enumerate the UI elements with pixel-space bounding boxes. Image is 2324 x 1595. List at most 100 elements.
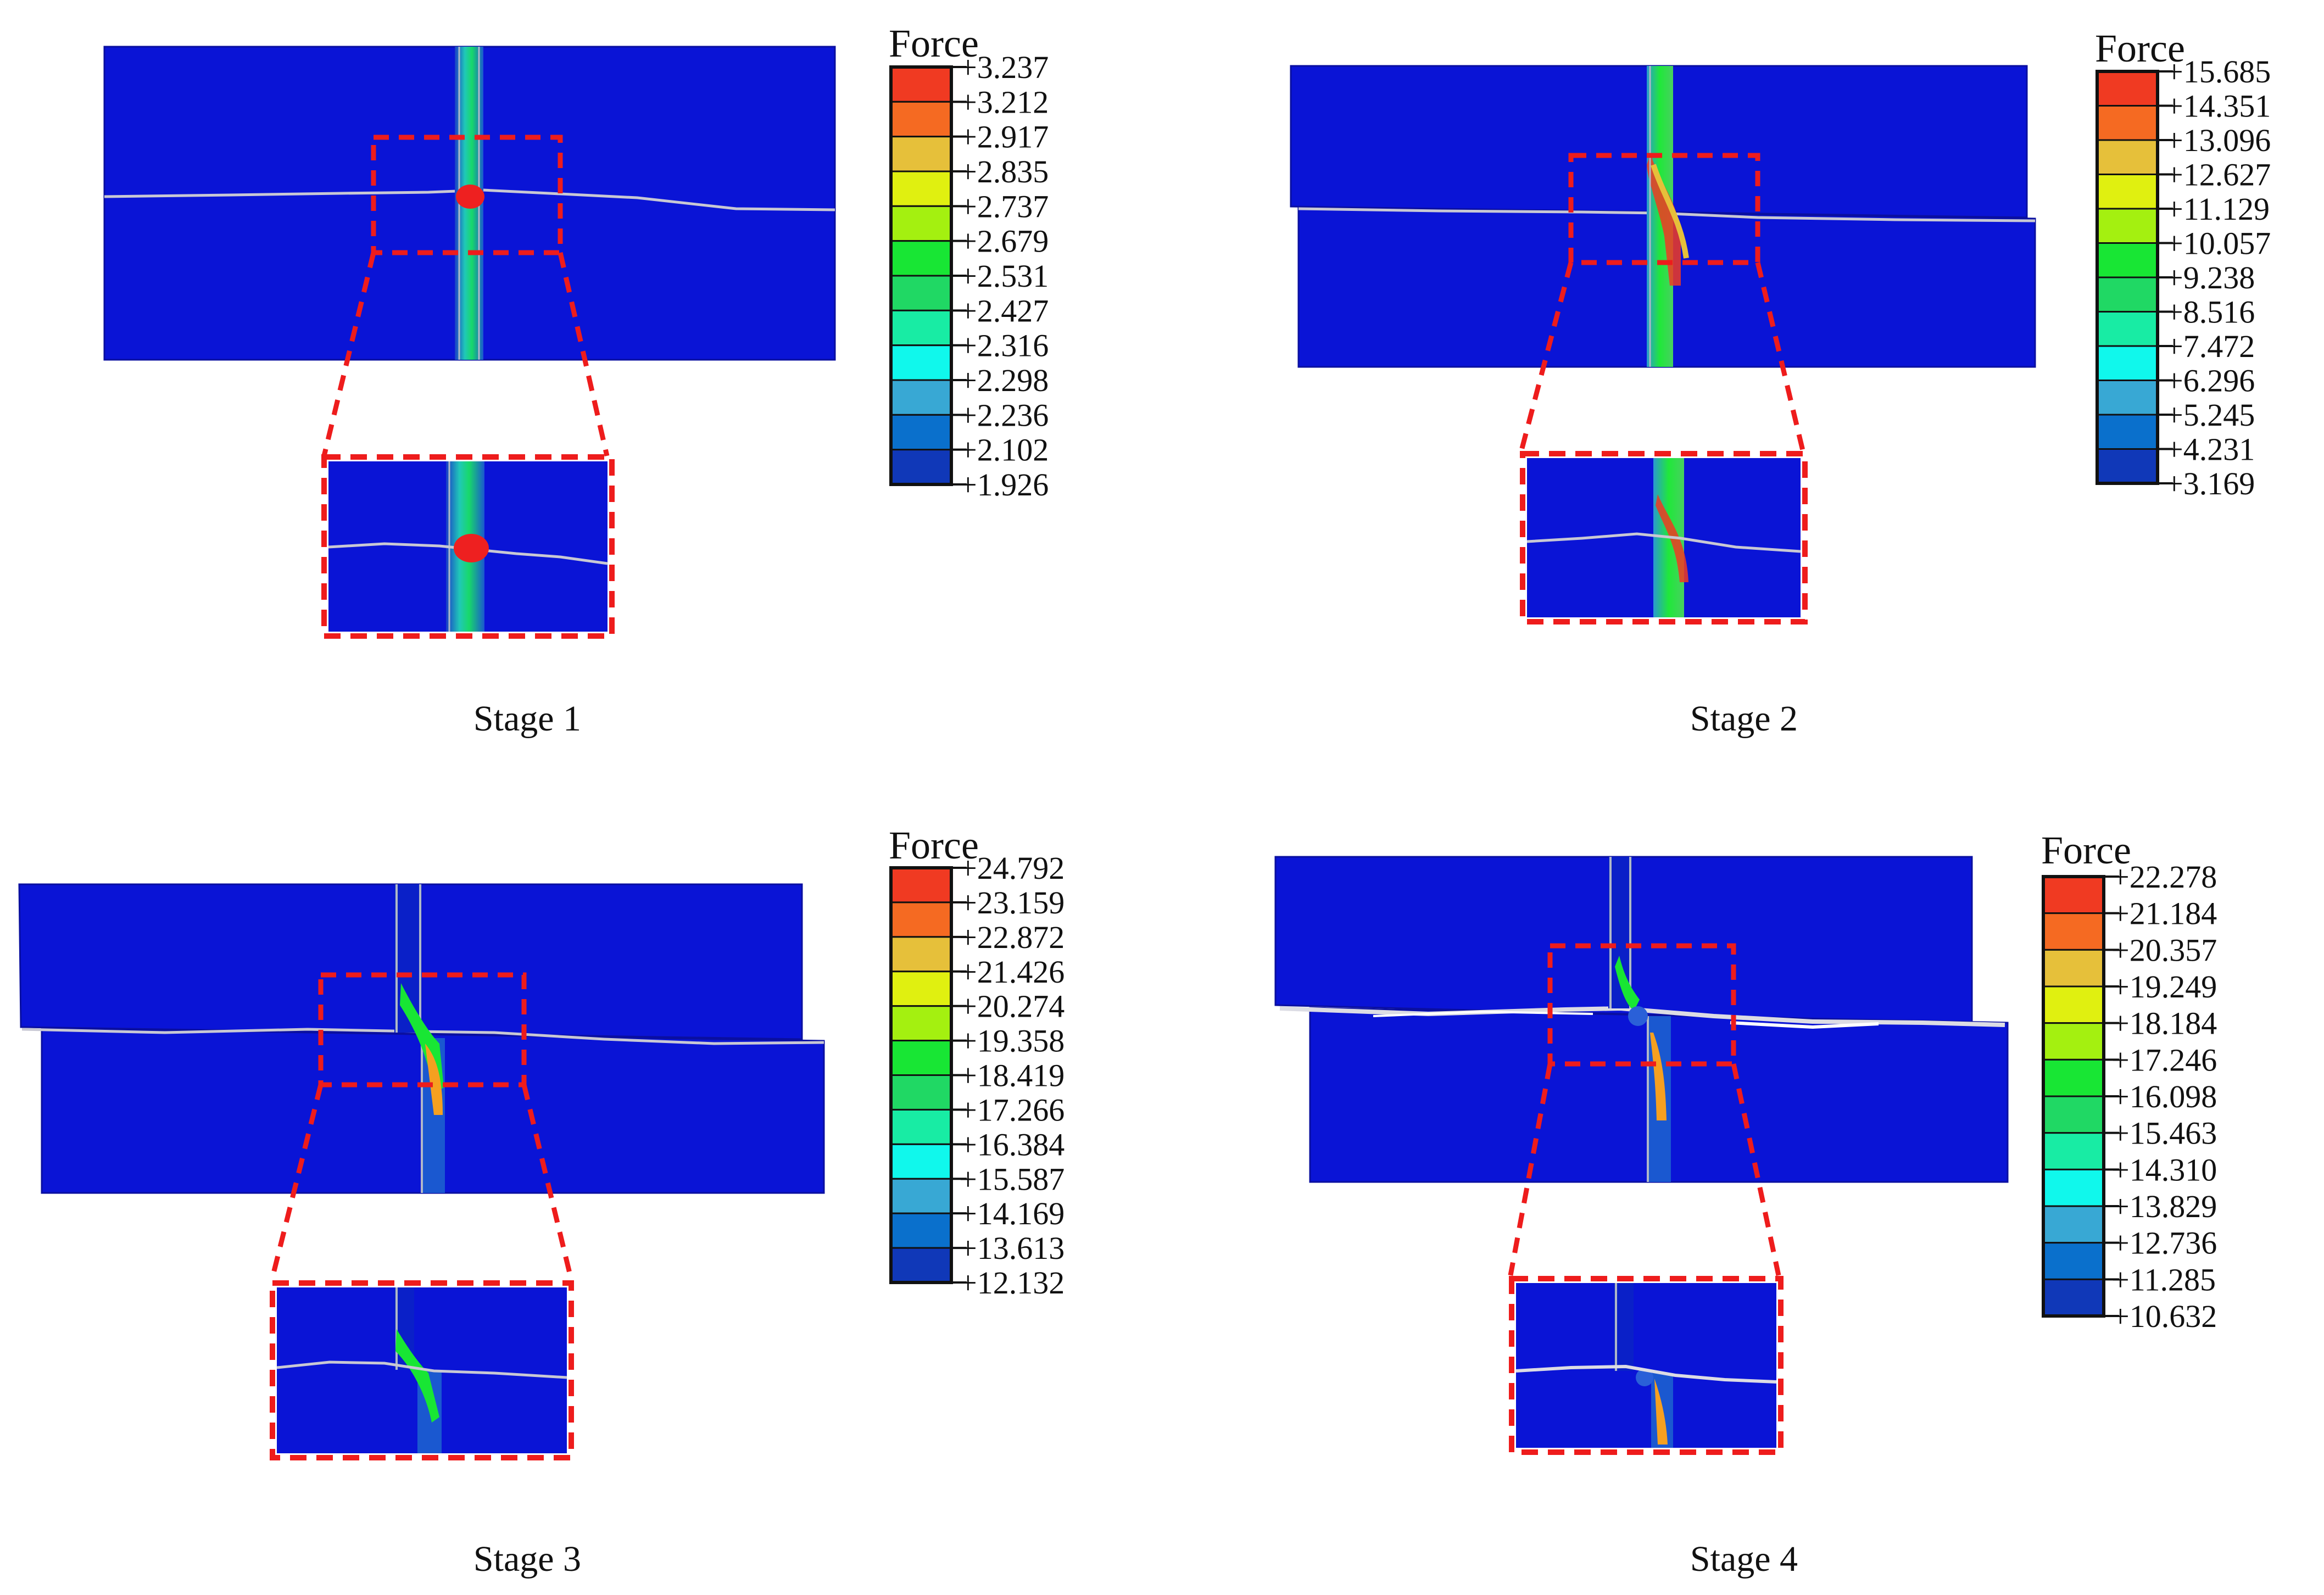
legend-value: +12.627 [2165,157,2271,193]
legend-value: +14.351 [2165,88,2271,124]
legend-value: +16.098 [2111,1079,2217,1114]
legend-stage-1: Force+3.237+3.212+2.917+2.835+2.737+2.67… [889,21,1049,503]
legend-value: +4.231 [2165,432,2255,467]
stage-1-zoom-inset [321,454,615,639]
legend-swatch [890,1005,952,1042]
legend-value: +7.472 [2165,328,2255,364]
legend-swatch [890,1212,952,1249]
legend-value: +18.419 [959,1058,1065,1094]
stage-1-caption: Stage 1 [473,699,581,739]
stage-1-panel: Stage 1 [103,46,836,739]
legend-value: +15.685 [2165,54,2271,90]
legend-value: +12.132 [959,1265,1065,1301]
legend-swatch [2042,1168,2105,1207]
legend-swatch [890,901,952,938]
legend-swatch [2042,1022,2105,1061]
legend-value: +2.427 [959,293,1049,328]
legend-value: +22.872 [959,919,1065,955]
legend-value: +11.129 [2165,191,2270,227]
legend-swatch [2096,345,2159,381]
legend-swatch [890,1040,952,1077]
legend-swatch [890,1178,952,1214]
legend-swatch [2096,208,2159,244]
legend-value: +14.169 [959,1196,1065,1231]
legend-swatch [890,1074,952,1111]
legend-value: +10.632 [2111,1298,2217,1334]
legend-swatch [890,66,952,103]
legend-title: Force [889,21,979,65]
legend-swatch [890,449,952,486]
legend-swatch [2042,985,2105,1024]
legend-swatch [2096,139,2159,175]
legend-swatch [2096,380,2159,416]
legend-swatch [890,867,952,904]
legend-swatch [890,344,952,381]
legend-value: +11.285 [2111,1262,2216,1297]
legend-swatch [890,101,952,138]
stage-2-caption: Stage 2 [1690,699,1798,739]
legend-stage-3: Force+24.792+23.159+22.872+21.426+20.274… [889,823,1065,1301]
legend-swatch [890,1247,952,1284]
legend-value: +23.159 [959,885,1065,921]
legend-value: +2.679 [959,224,1049,259]
legend-value: +16.384 [959,1126,1065,1162]
legend-swatch [2096,276,2159,313]
legend-swatch [2042,1278,2105,1317]
legend-swatch [2042,875,2105,914]
stage-3-zoom-inset [270,1280,574,1460]
legend-value: +21.184 [2111,896,2217,932]
legend-value: +2.316 [959,328,1049,364]
legend-swatch [2096,414,2159,450]
legend-title: Force [889,823,979,867]
legend-value: +21.426 [959,954,1065,990]
stage-4-zoom-region [1547,943,1736,1067]
legend-swatch [2042,1058,2105,1097]
legend-value: +19.358 [959,1023,1065,1059]
legend-swatch [2096,105,2159,141]
legend-value: +22.278 [2111,859,2217,895]
legend-stage-4: Force+22.278+21.184+20.357+19.249+18.184… [2041,828,2217,1334]
legend-title: Force [2041,828,2131,872]
legend-value: +13.613 [959,1230,1065,1266]
legend-value: +5.245 [2165,397,2255,433]
legend-swatch [890,205,952,242]
stage-2-panel: Stage 2 [1290,65,2036,739]
legend-value: +13.096 [2165,122,2271,158]
legend-value: +2.531 [959,258,1049,294]
legend-value: +24.792 [959,850,1065,886]
legend-swatch [2042,1242,2105,1280]
legend-value: +2.737 [959,188,1049,224]
legend-value: +2.298 [959,362,1049,398]
stage-3-crack [21,1028,824,1045]
legend-value: +14.310 [2111,1152,2217,1187]
legend-value: +1.926 [959,467,1049,503]
legend-value: +2.917 [959,119,1049,155]
legend-swatch [890,170,952,207]
legend-value: +8.516 [2165,294,2255,330]
legend-swatch [2042,1132,2105,1170]
legend-swatch [2096,448,2159,484]
legend-swatch [890,136,952,172]
legend-swatch [890,240,952,277]
legend-swatch [2096,174,2159,210]
legend-stage-2: Force+15.685+14.351+13.096+12.627+11.129… [2095,26,2271,501]
legend-value: +15.587 [959,1161,1065,1197]
legend-value: +13.829 [2111,1189,2217,1224]
legend-value: +15.463 [2111,1116,2217,1151]
legend-value: +17.246 [2111,1042,2217,1078]
legend-swatch [2042,912,2105,951]
stage-3-zoom-region [318,972,527,1088]
legend-swatch [2096,242,2159,278]
legend-value: +19.249 [2111,969,2217,1005]
stage-3-panel: Stage 3 [18,883,825,1579]
stage-1-hotspot [456,185,484,209]
legend-swatch [890,414,952,451]
legend-swatch [890,309,952,347]
legend-value: +10.057 [2165,226,2271,261]
legend-value: +3.237 [959,49,1049,85]
legend-value: +17.266 [959,1092,1065,1128]
legend-swatch [2096,311,2159,347]
legend-swatch [890,379,952,416]
legend-swatch [890,1108,952,1145]
